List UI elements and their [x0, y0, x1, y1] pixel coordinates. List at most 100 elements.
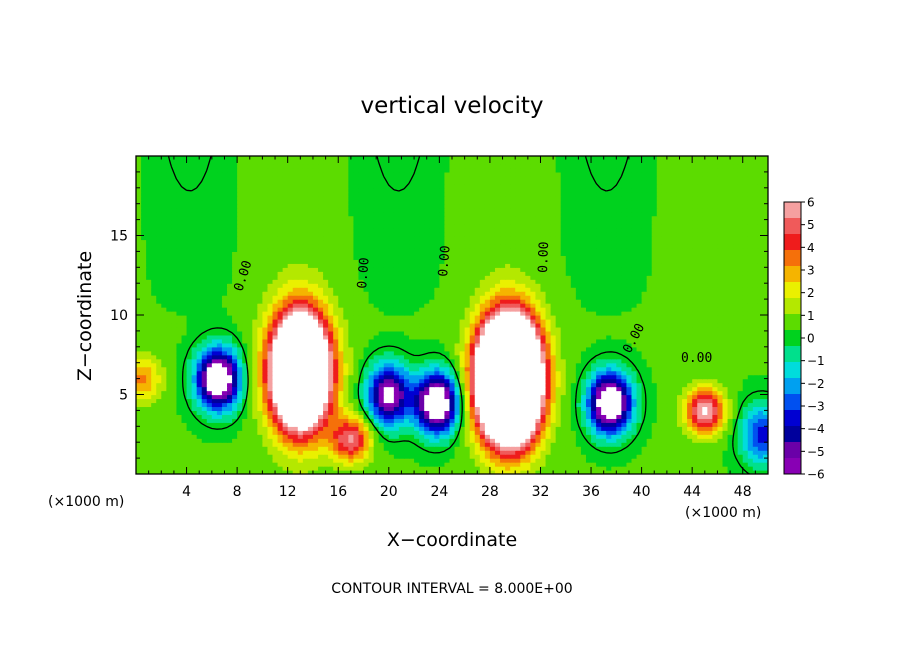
- field-cell: [216, 338, 223, 344]
- field-cell: [151, 454, 157, 459]
- field-cell: [227, 326, 233, 332]
- field-cell: [444, 446, 451, 451]
- field-cell: [146, 454, 152, 459]
- field-cell: [737, 374, 744, 380]
- field-cell: [378, 414, 385, 419]
- field-cell: [176, 358, 183, 364]
- field-cell: [171, 390, 178, 396]
- field-cell: [393, 434, 400, 439]
- field-cell: [732, 338, 739, 344]
- field-cell: [575, 402, 582, 408]
- field-cell: [388, 342, 395, 348]
- field-cell: [540, 466, 547, 471]
- field-cell: [383, 426, 390, 431]
- field-cell: [262, 386, 269, 392]
- field-cell: [555, 318, 562, 324]
- field-cell: [722, 450, 729, 455]
- field-cell: [687, 334, 693, 340]
- field-cell: [757, 362, 764, 368]
- field-cell: [550, 370, 557, 376]
- field-cell: [353, 342, 360, 348]
- field-cell: [550, 418, 557, 423]
- field-cell: [464, 462, 471, 467]
- field-cell: [631, 318, 638, 324]
- field-cell: [373, 394, 380, 400]
- field-cell: [449, 382, 456, 388]
- field-cell: [297, 414, 304, 419]
- field-cell: [641, 315, 648, 320]
- field-cell: [560, 458, 567, 463]
- field-cell: [545, 346, 552, 352]
- field-cell: [429, 434, 435, 439]
- field-cell: [206, 370, 213, 376]
- field-cell: [469, 386, 476, 392]
- field-cell: [692, 450, 698, 455]
- field-cell: [267, 330, 274, 336]
- field-cell: [267, 342, 274, 348]
- field-cell: [237, 446, 243, 451]
- field-cell: [489, 458, 496, 463]
- field-cell: [338, 354, 344, 360]
- field-cell: [237, 422, 243, 427]
- field-cell: [550, 454, 557, 459]
- field-cell: [191, 466, 198, 471]
- field-cell: [393, 466, 400, 471]
- field-cell: [363, 406, 370, 412]
- field-cell: [515, 334, 521, 340]
- field-cell: [611, 354, 617, 360]
- field-cell: [429, 374, 435, 380]
- field-cell: [525, 406, 531, 412]
- field-cell: [585, 442, 592, 447]
- field-cell: [687, 434, 693, 439]
- field-cell: [328, 378, 334, 384]
- field-cell: [338, 438, 344, 443]
- field-cell: [221, 446, 228, 451]
- field-cell: [459, 470, 466, 474]
- field-cell: [328, 434, 334, 439]
- field-cell: [717, 466, 724, 471]
- field-cell: [762, 462, 768, 467]
- field-cell: [156, 342, 162, 348]
- field-cell: [302, 315, 309, 320]
- field-cell: [429, 338, 435, 344]
- field-cell: [555, 326, 562, 332]
- field-cell: [242, 406, 248, 412]
- field-cell: [687, 326, 693, 332]
- field-cell: [596, 430, 602, 435]
- field-cell: [550, 362, 557, 368]
- field-cell: [237, 402, 243, 408]
- field-cell: [186, 446, 193, 451]
- field-cell: [287, 358, 294, 364]
- field-cell: [323, 406, 329, 412]
- field-cell: [439, 466, 446, 471]
- field-cell: [434, 406, 440, 412]
- field-cell: [227, 410, 233, 415]
- field-cell: [201, 398, 208, 404]
- field-cell: [687, 315, 693, 320]
- field-cell: [580, 454, 587, 459]
- field-cell: [388, 374, 395, 380]
- field-cell: [444, 438, 451, 443]
- field-cell: [500, 394, 506, 400]
- field-cell: [611, 362, 617, 368]
- field-cell: [191, 330, 198, 336]
- field-cell: [474, 338, 481, 344]
- field-cell: [469, 330, 476, 336]
- field-cell: [702, 430, 708, 435]
- field-cell: [373, 358, 380, 364]
- field-cell: [565, 426, 572, 431]
- field-cell: [429, 322, 435, 328]
- field-cell: [267, 402, 274, 408]
- field-cell: [641, 318, 648, 324]
- field-cell: [161, 446, 167, 451]
- field-cell: [166, 366, 172, 372]
- field-cell: [312, 458, 319, 463]
- field-cell: [247, 322, 253, 328]
- field-cell: [363, 410, 370, 415]
- field-cell: [692, 422, 698, 427]
- field-cell: [525, 346, 531, 352]
- field-cell: [601, 410, 607, 415]
- field-cell: [651, 422, 658, 427]
- field-cell: [424, 410, 430, 415]
- field-cell: [636, 470, 643, 474]
